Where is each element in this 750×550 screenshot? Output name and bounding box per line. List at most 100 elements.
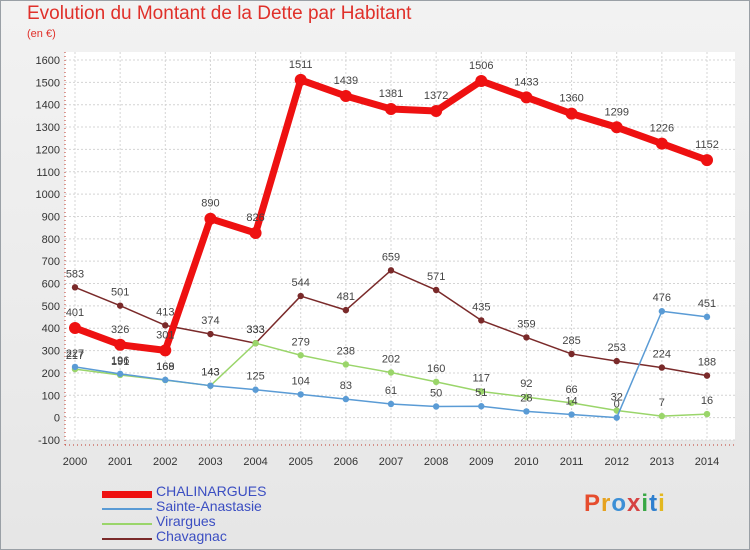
data-label: 571: [427, 271, 445, 283]
data-point: [387, 369, 395, 376]
x-tick-label: 2011: [560, 456, 584, 468]
data-point: [658, 308, 666, 315]
data-label: 301: [156, 329, 174, 341]
x-tick-label: 2014: [695, 456, 719, 468]
logo-letter: i: [658, 490, 666, 517]
y-tick-label: 1600: [36, 55, 60, 67]
data-point: [162, 376, 169, 384]
data-point: [162, 322, 169, 329]
logo-letter: t: [649, 490, 659, 517]
x-tick-label: 2000: [63, 456, 87, 468]
data-point: [430, 104, 443, 117]
data-label: 1299: [604, 106, 628, 118]
data-label: 196: [111, 355, 129, 367]
data-point: [342, 361, 350, 368]
y-tick-label: 1400: [36, 100, 60, 112]
data-label: 66: [565, 384, 577, 396]
data-point: [204, 212, 217, 225]
data-label: 374: [201, 315, 219, 327]
data-point: [655, 137, 668, 150]
data-label: 125: [246, 371, 264, 383]
legend-swatch: [102, 491, 152, 498]
data-label: 191: [111, 356, 129, 368]
y-tick-label: 100: [42, 390, 60, 402]
x-tick-label: 2008: [424, 456, 448, 468]
data-point: [613, 357, 620, 365]
plot-area: [65, 52, 735, 440]
data-label: 359: [517, 318, 535, 330]
legend-label: CHALINARGUES: [156, 483, 267, 499]
data-label: 51: [475, 387, 487, 399]
x-tick-label: 2004: [243, 456, 267, 468]
data-label: 117: [473, 372, 491, 384]
data-label: 143: [201, 367, 219, 379]
data-label: 326: [111, 324, 129, 336]
data-label: 104: [292, 375, 310, 387]
data-point: [297, 292, 304, 300]
x-tick-label: 2010: [514, 456, 538, 468]
data-point: [432, 403, 440, 410]
data-point: [387, 400, 395, 408]
data-label: 224: [653, 349, 671, 361]
data-point: [114, 338, 127, 351]
y-tick-label: 1100: [36, 167, 60, 179]
data-point: [701, 154, 713, 167]
data-point: [658, 364, 666, 371]
data-label: 1372: [424, 90, 448, 102]
data-point: [249, 227, 262, 240]
data-label: 7: [659, 397, 665, 409]
data-label: 92: [520, 378, 532, 390]
data-point: [159, 344, 172, 357]
data-point: [523, 408, 530, 415]
data-label: 238: [337, 345, 355, 357]
data-label: 1360: [559, 93, 583, 105]
data-point: [565, 107, 578, 120]
y-tick-label: 0: [54, 413, 60, 425]
proxiti-logo: Proxiti: [584, 490, 666, 518]
data-point: [523, 334, 530, 341]
y-tick-label: 1200: [36, 144, 60, 156]
y-tick-label: 400: [42, 323, 60, 335]
x-tick-label: 2006: [334, 456, 358, 468]
legend-swatch: [102, 538, 152, 540]
data-label: 253: [608, 342, 626, 354]
x-tick-label: 2002: [153, 456, 177, 468]
data-label: 202: [382, 353, 400, 365]
data-label: 333: [246, 324, 264, 336]
data-label: 1226: [650, 123, 674, 135]
data-point: [703, 313, 711, 321]
data-label: 1511: [289, 59, 313, 71]
data-label: 826: [246, 212, 264, 224]
legend-swatch: [102, 508, 152, 510]
data-label: 476: [653, 292, 671, 304]
data-label: 401: [66, 307, 84, 319]
y-tick-label: 300: [42, 346, 60, 358]
x-tick-label: 2005: [288, 456, 312, 468]
data-label: 890: [201, 198, 219, 210]
y-tick-label: -100: [38, 435, 60, 447]
data-point: [207, 330, 214, 338]
data-label: 0: [614, 399, 620, 411]
x-tick-label: 2012: [604, 456, 628, 468]
data-label: 413: [156, 306, 174, 318]
data-point: [478, 388, 485, 395]
y-tick-label: 500: [42, 301, 60, 313]
data-label: 481: [337, 291, 355, 303]
data-point: [297, 352, 304, 359]
data-label: 83: [340, 380, 352, 392]
x-tick-label: 2007: [379, 456, 403, 468]
logo-letter: r: [601, 490, 612, 517]
data-label: 16: [701, 395, 713, 407]
chart-title: Evolution du Montant de la Dette par Hab…: [27, 3, 412, 24]
data-point: [432, 378, 440, 386]
data-label: 659: [382, 251, 400, 263]
data-point: [568, 399, 575, 407]
data-point: [658, 412, 666, 420]
data-label: 1381: [379, 88, 403, 100]
y-tick-label: 1300: [36, 122, 60, 134]
data-label: 279: [292, 336, 310, 348]
data-point: [432, 286, 440, 294]
data-point: [520, 91, 533, 104]
data-label: 227: [66, 348, 84, 360]
